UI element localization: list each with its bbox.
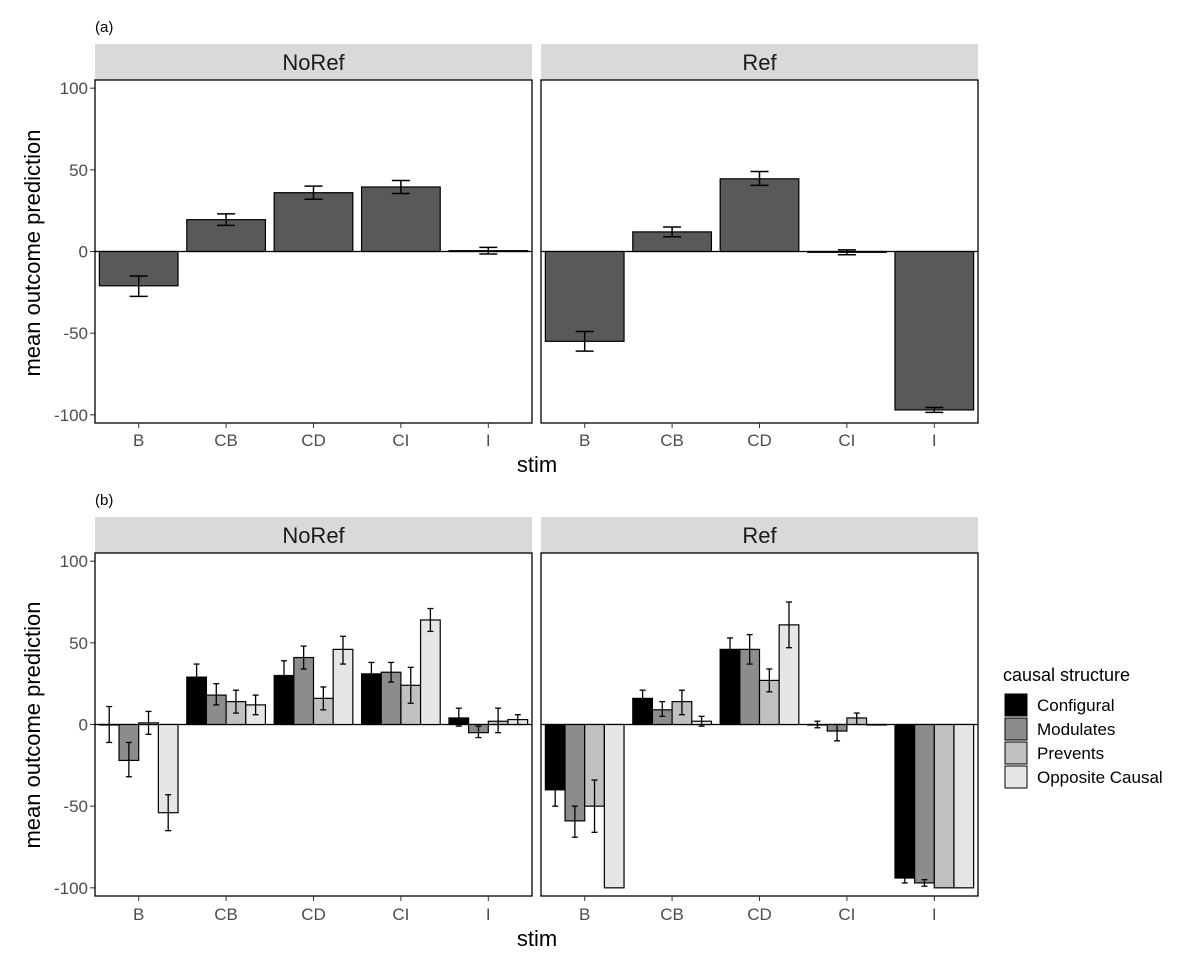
x-axis-title: stim [517,452,557,477]
x-tick-label: CD [747,905,772,924]
bar-opposite-causal [865,723,887,726]
x-tick-label: CD [301,905,326,924]
bar [719,178,800,253]
legend-swatch [1004,741,1028,765]
legend-label: Modulates [1037,720,1115,739]
y-tick-label: 0 [79,243,88,262]
x-tick-label: CB [214,905,238,924]
facet-title: Ref [742,50,777,75]
chart-panel-0: (a) -100 -50 0 50 100 mean outcome prediction s… [20,19,979,477]
bar [544,250,625,342]
x-tick-label: I [932,905,937,924]
x-tick-label: CI [392,431,409,450]
x-tick-label: I [932,431,937,450]
legend-label: Opposite Causal [1037,768,1163,787]
facet-title: Ref [742,523,777,548]
x-tick-label: CD [301,431,326,450]
facet-NoRef: NoRef B CB CD CI I [94,517,533,924]
facet-title: NoRef [282,523,345,548]
y-tick-label: -100 [54,879,88,898]
y-axis-title: mean outcome prediction [20,601,45,848]
facet-strip [541,517,978,553]
legend: causal structure Configural Modulates Preve… [1003,665,1163,789]
x-tick-label: B [133,431,144,450]
legend-label: Prevents [1037,744,1104,763]
x-tick-label: CI [838,431,855,450]
facet-strip [541,44,978,80]
bar [273,192,354,253]
facet-title: NoRef [282,50,345,75]
y-tick-label: 50 [69,634,88,653]
x-tick-label: B [579,431,590,450]
chart-panel-1: (b) -100 -50 0 50 100 mean outcome prediction s… [20,492,1163,951]
y-axis-title: mean outcome prediction [20,129,45,376]
x-tick-label: CB [660,905,684,924]
facet-strip [95,44,532,80]
y-tick-label: -50 [63,797,88,816]
x-axis-title: stim [517,926,557,951]
y-tick-label: 100 [60,552,88,571]
legend-swatch [1004,717,1028,741]
bar [894,250,975,411]
x-tick-label: CD [747,431,772,450]
x-tick-label: I [486,431,491,450]
bar [360,186,441,253]
facet-Ref: Ref B CB CD CI I [540,44,979,450]
x-tick-label: CB [660,431,684,450]
legend-swatch [1004,693,1028,717]
x-tick-label: I [486,905,491,924]
bar-opposite-causal [953,723,975,889]
legend-label: Configural [1037,696,1115,715]
facet-NoRef: NoRef B CB CD CI I [94,44,533,450]
facet-strip [95,517,532,553]
y-tick-label: 100 [60,79,88,98]
x-tick-label: B [579,905,590,924]
bar-prevents [933,723,955,889]
legend-swatch [1004,765,1028,789]
x-tick-label: B [133,905,144,924]
x-tick-label: CB [214,431,238,450]
bar-opposite-causal [419,619,441,726]
bar-opposite-causal [603,723,625,889]
facet-Ref: Ref B CB CD CI I [540,517,979,924]
bar-configural [719,648,741,726]
y-tick-label: -100 [54,406,88,425]
y-tick-label: 50 [69,161,88,180]
bar-modulates [914,723,935,884]
panel-label: (b) [95,492,113,509]
bar-configural [894,723,916,879]
y-tick-label: 0 [79,716,88,735]
x-tick-label: CI [392,905,409,924]
legend-title: causal structure [1003,665,1130,685]
x-tick-label: CI [838,905,855,924]
y-tick-label: -50 [63,324,88,343]
panel-label: (a) [95,19,113,36]
